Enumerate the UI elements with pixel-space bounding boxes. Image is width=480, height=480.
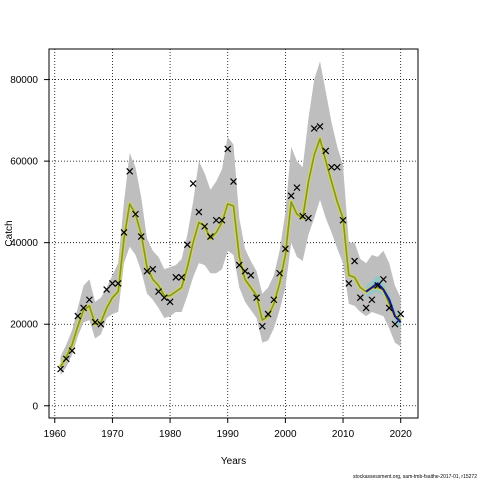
x-tick-label: 2010 — [332, 429, 355, 440]
observed-point — [339, 216, 347, 224]
observed-point — [368, 296, 376, 304]
observed-point — [253, 294, 260, 302]
observed-point — [126, 167, 134, 175]
observed-point — [230, 178, 237, 185]
observed-point — [362, 304, 370, 312]
observed-point — [276, 269, 284, 277]
observed-point — [103, 286, 111, 293]
observed-point — [345, 280, 353, 287]
observed-point — [299, 212, 307, 220]
x-tick-label: 1960 — [44, 429, 67, 440]
estimate-with-band-band — [60, 61, 401, 376]
observed-point — [310, 125, 318, 132]
x-tick-label: 1970 — [101, 429, 124, 440]
observed-point — [132, 210, 139, 218]
observed-point — [172, 273, 180, 281]
observed-point — [212, 216, 220, 224]
y-axis: 0 20000 40000 60000 80000 — [10, 75, 49, 412]
y-tick-label: 80000 — [10, 75, 38, 86]
observed-point — [374, 282, 382, 289]
observed-point — [108, 280, 116, 287]
observed-point — [385, 304, 393, 312]
plot-frame — [48, 48, 419, 419]
observed-point — [195, 208, 203, 216]
observed-point — [120, 229, 128, 236]
y-tick-label: 20000 — [10, 320, 38, 331]
observed-point — [201, 222, 209, 230]
observed-point — [80, 304, 88, 312]
observed-point — [241, 267, 249, 275]
source-footnote: stockassessment.org, sam-tmb-fsaithe-201… — [353, 474, 477, 480]
estimate-lines — [58, 136, 402, 368]
observed-point — [316, 123, 324, 130]
x-tick-label: 2000 — [274, 429, 297, 440]
observed-point — [160, 294, 168, 302]
observed-point — [281, 245, 289, 253]
y-axis-title: Catch — [4, 220, 15, 246]
x-tick-label: 2020 — [390, 429, 413, 440]
observed-point — [322, 147, 330, 155]
observed-point — [178, 273, 186, 281]
observed-point — [258, 322, 266, 330]
observed-point — [293, 184, 301, 192]
observed-point — [143, 267, 151, 275]
observed-point — [270, 296, 278, 304]
confidence-bands — [60, 61, 401, 376]
x-axis-title: Years — [221, 456, 246, 467]
observed-point — [287, 192, 295, 200]
observed-point — [183, 241, 191, 249]
x-tick-label: 1990 — [217, 429, 240, 440]
observed-point — [114, 280, 122, 287]
observed-point — [97, 320, 105, 328]
observed-point — [166, 298, 174, 306]
observed-point — [351, 257, 359, 265]
y-tick-label: 0 — [32, 401, 38, 412]
observed-point — [305, 214, 312, 222]
observed-point — [379, 275, 387, 283]
observed-point — [247, 271, 255, 279]
observed-point — [356, 294, 364, 302]
x-tick-label: 1980 — [159, 429, 182, 440]
observed-point — [397, 310, 405, 318]
estimate-line — [59, 137, 402, 368]
observed-point — [207, 233, 214, 240]
observed-point — [218, 216, 226, 224]
observed-point — [68, 347, 76, 355]
observed-point — [189, 180, 197, 187]
observed-point — [264, 310, 272, 318]
observed-point — [137, 233, 145, 240]
y-tick-label: 40000 — [10, 238, 38, 249]
observed-point — [91, 318, 99, 326]
observed-point — [85, 296, 93, 304]
observed-point — [155, 288, 162, 296]
observed-points — [57, 123, 405, 373]
x-axis: 1960 1970 1980 1990 2000 2010 2020 — [44, 418, 413, 440]
observed-point — [57, 365, 64, 373]
observed-point — [74, 312, 82, 320]
observed-point — [333, 163, 341, 171]
observed-point — [391, 320, 399, 328]
observed-point — [235, 261, 243, 269]
observed-point — [149, 265, 157, 273]
observed-point — [328, 163, 335, 171]
y-tick-label: 60000 — [10, 157, 38, 168]
observed-point — [224, 145, 232, 153]
recent-estimate-line — [365, 282, 402, 323]
observed-point — [62, 355, 70, 363]
